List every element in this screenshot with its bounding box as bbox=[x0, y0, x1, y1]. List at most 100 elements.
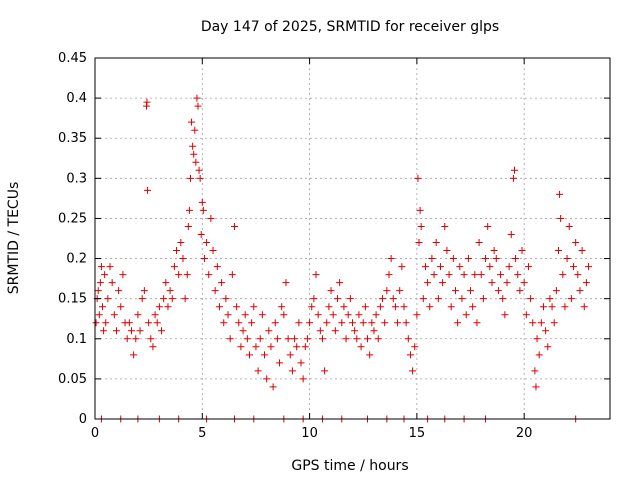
data-point bbox=[299, 375, 307, 383]
data-point bbox=[563, 255, 571, 263]
data-point bbox=[312, 271, 320, 279]
data-point bbox=[144, 186, 152, 194]
data-point bbox=[100, 327, 108, 335]
data-point bbox=[197, 230, 205, 238]
data-point bbox=[215, 303, 223, 311]
data-point bbox=[308, 303, 316, 311]
data-point bbox=[479, 295, 487, 303]
data-point bbox=[462, 311, 470, 319]
data-point bbox=[475, 239, 483, 247]
data-point bbox=[222, 295, 230, 303]
data-point bbox=[250, 303, 258, 311]
data-point bbox=[532, 383, 540, 391]
data-point bbox=[406, 351, 414, 359]
data-point bbox=[203, 239, 211, 247]
data-point bbox=[582, 279, 590, 287]
data-point bbox=[411, 343, 419, 351]
data-point bbox=[445, 271, 453, 279]
data-point bbox=[556, 190, 564, 198]
data-point bbox=[389, 295, 397, 303]
data-point bbox=[145, 319, 153, 327]
data-point bbox=[447, 303, 455, 311]
data-point bbox=[414, 174, 422, 182]
data-point bbox=[318, 335, 326, 343]
data-point bbox=[381, 319, 389, 327]
data-point bbox=[533, 335, 541, 343]
data-point bbox=[421, 263, 429, 271]
x-tick-label: 10 bbox=[301, 426, 318, 441]
data-point bbox=[499, 295, 507, 303]
data-point bbox=[364, 335, 372, 343]
data-point bbox=[97, 263, 105, 271]
data-point bbox=[325, 303, 333, 311]
data-point bbox=[537, 319, 545, 327]
data-point bbox=[134, 311, 142, 319]
data-point bbox=[409, 367, 417, 375]
data-point bbox=[398, 263, 406, 271]
data-point bbox=[198, 198, 206, 206]
data-point bbox=[151, 311, 159, 319]
data-point bbox=[132, 335, 140, 343]
data-point bbox=[492, 255, 500, 263]
data-point bbox=[241, 311, 249, 319]
data-point bbox=[194, 102, 202, 110]
data-point bbox=[486, 263, 494, 271]
data-point bbox=[340, 303, 348, 311]
y-axis-label: SRMTID / TECUs bbox=[6, 182, 22, 295]
data-point bbox=[115, 287, 123, 295]
data-point bbox=[276, 359, 284, 367]
data-point bbox=[509, 174, 517, 182]
data-point bbox=[183, 271, 191, 279]
y-tick-label: 0.15 bbox=[58, 292, 87, 307]
y-tick-label: 0 bbox=[79, 412, 87, 427]
data-point bbox=[336, 279, 344, 287]
data-point bbox=[391, 303, 399, 311]
data-point bbox=[578, 247, 586, 255]
data-point bbox=[467, 287, 475, 295]
data-point bbox=[585, 263, 593, 271]
data-point bbox=[321, 367, 329, 375]
data-point bbox=[404, 335, 412, 343]
data-point bbox=[351, 327, 359, 335]
data-point bbox=[284, 335, 292, 343]
data-point bbox=[168, 295, 176, 303]
data-point bbox=[387, 255, 395, 263]
data-point bbox=[243, 335, 251, 343]
data-point bbox=[353, 335, 361, 343]
data-point bbox=[546, 295, 554, 303]
data-point bbox=[501, 311, 509, 319]
data-point bbox=[372, 311, 380, 319]
data-point bbox=[572, 239, 580, 247]
data-point bbox=[338, 319, 346, 327]
data-point bbox=[473, 319, 481, 327]
y-tick-label: 0.35 bbox=[58, 131, 87, 146]
data-point bbox=[344, 311, 352, 319]
data-point bbox=[158, 327, 166, 335]
data-point bbox=[439, 279, 447, 287]
data-point bbox=[170, 263, 178, 271]
data-point bbox=[252, 343, 260, 351]
data-point bbox=[417, 222, 425, 230]
data-point bbox=[155, 303, 163, 311]
data-point bbox=[248, 319, 256, 327]
data-point bbox=[426, 303, 434, 311]
data-point bbox=[263, 375, 271, 383]
data-point bbox=[574, 271, 582, 279]
data-point bbox=[561, 303, 569, 311]
data-point bbox=[286, 351, 294, 359]
data-point bbox=[218, 279, 226, 287]
data-point bbox=[565, 222, 573, 230]
data-point bbox=[271, 319, 279, 327]
data-point bbox=[497, 271, 505, 279]
data-point bbox=[160, 295, 168, 303]
data-point bbox=[224, 311, 232, 319]
data-point bbox=[400, 303, 408, 311]
data-point bbox=[396, 287, 404, 295]
data-point bbox=[329, 311, 337, 319]
data-point bbox=[92, 319, 100, 327]
data-point bbox=[191, 126, 199, 134]
data-point bbox=[535, 351, 543, 359]
data-point bbox=[138, 295, 146, 303]
data-point bbox=[192, 158, 200, 166]
